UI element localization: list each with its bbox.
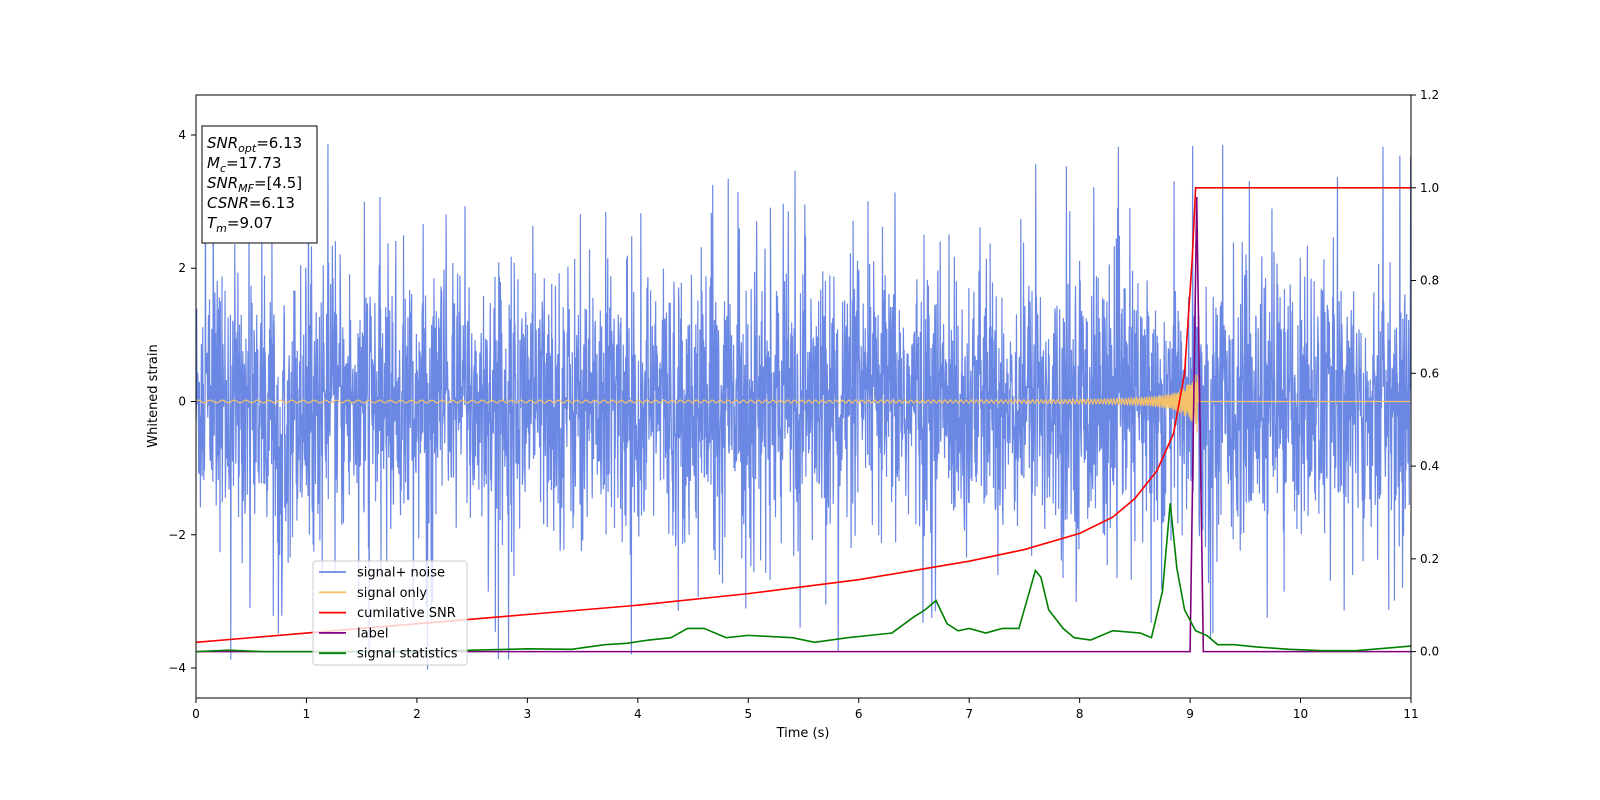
y-tick-label: −2 [168, 528, 186, 542]
x-tick-label: 3 [524, 707, 532, 721]
x-tick-label: 2 [413, 707, 421, 721]
x-tick-label: 0 [192, 707, 200, 721]
y2-tick-label: 0.6 [1420, 366, 1439, 380]
y-tick-label: 0 [178, 394, 186, 408]
series-signal-only [196, 374, 1411, 433]
x-tick-label: 9 [1186, 707, 1194, 721]
x-tick-label: 8 [1076, 707, 1084, 721]
legend-frame [312, 560, 468, 666]
stats-line: Mc=17.73 [207, 154, 282, 175]
y2-tick-label: 1.2 [1420, 88, 1439, 102]
stats-textbox-frame [201, 125, 318, 244]
stats-line: CSNR=6.13 [207, 194, 295, 212]
legend: signal+ noise signal only cumilative SNR la… [312, 560, 468, 666]
x-tick-label: 7 [965, 707, 973, 721]
y2-tick-label: 0.2 [1420, 552, 1439, 566]
series-signal-statistics [196, 503, 1411, 653]
legend-label: signal only [357, 586, 427, 601]
y2-tick-label: 0.0 [1420, 645, 1439, 659]
series-cumulative-snr [196, 186, 1411, 644]
y2-tick-label: 0.8 [1420, 274, 1439, 288]
x-tick-label: 6 [855, 707, 863, 721]
x-axis-label: Time (s) [776, 726, 830, 741]
series-label [196, 197, 1411, 653]
legend-label: signal statistics [357, 647, 458, 662]
y-tick-label: 2 [178, 261, 186, 275]
x-tick-label: 10 [1293, 707, 1308, 721]
stats-line: SNRMF=[4.5] [207, 174, 302, 195]
series-signal-noise [196, 144, 1411, 670]
x-tick-label: 5 [744, 707, 752, 721]
x-tick-label: 4 [634, 707, 642, 721]
series-layer [196, 144, 1411, 670]
stats-line: Tm=9.07 [207, 214, 273, 235]
y-tick-label: −4 [168, 661, 186, 675]
x-tick-label: 1 [303, 707, 311, 721]
legend-label: signal+ noise [357, 566, 445, 581]
plot-frame [195, 94, 1412, 699]
y-axis-label: Whitened strain [146, 344, 161, 447]
y2-tick-label: 1.0 [1420, 181, 1439, 195]
y-tick-label: 4 [178, 128, 186, 142]
axes-layer: 0 1 2 3 4 5 6 7 8 9 10 11 4 2 0 −2 −4 1.2 1.0 0.8 0.6 0.4 0.2 0… [168, 88, 1439, 721]
legend-label: cumilative SNR [357, 606, 456, 621]
y2-tick-label: 0.4 [1420, 459, 1439, 473]
x-tick-label: 11 [1403, 707, 1418, 721]
stats-line: SNRopt=6.13 [207, 134, 302, 155]
legend-label: label [357, 626, 388, 641]
